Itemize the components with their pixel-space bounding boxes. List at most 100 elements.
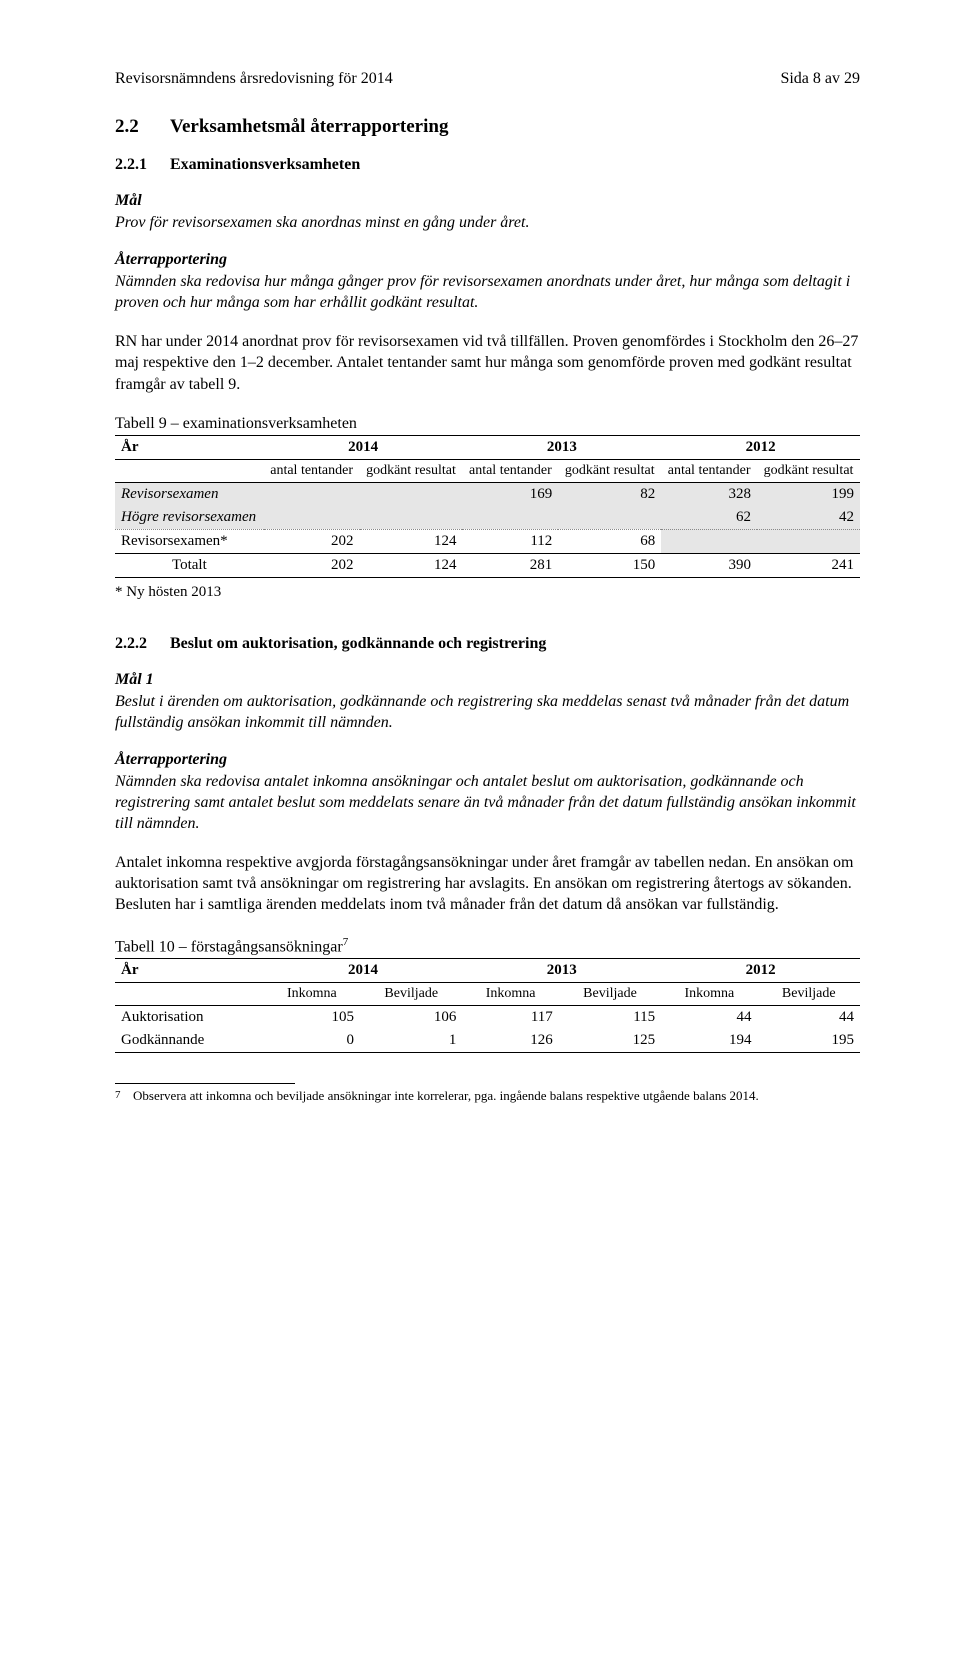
page-header: Revisorsnämndens årsredovisning för 2014… [115,70,860,88]
cell: 124 [360,553,463,577]
ater-label: Återrapportering [115,251,860,269]
cell: 390 [661,553,757,577]
t9-sub-antal-1: antal tentander [264,459,360,482]
cell [360,506,463,530]
ater2-text: Nämnden ska redovisa antalet inkomna ans… [115,771,860,834]
t9-sub-godk-2: godkänt resultat [558,459,661,482]
t9-sub-antal-3: antal tentander [661,459,757,482]
header-right: Sida 8 av 29 [780,70,860,88]
t10-sub-in-2: Inkomna [462,982,558,1005]
t9-subhead-blank [115,459,264,482]
cell: 117 [462,1005,558,1029]
t10-year-2012: 2012 [661,958,860,982]
cell [264,506,360,530]
section-number: 2.2 [115,116,170,138]
cell: 42 [757,506,860,530]
section-title: Verksamhetsmål återrapportering [170,116,448,138]
subsection-number: 2.2.2 [115,635,170,653]
footnote-number: 7 [115,1088,133,1105]
cell: 125 [559,1029,661,1053]
cell: 62 [661,506,757,530]
cell: 169 [462,482,558,506]
t9-sub-antal-2: antal tentander [462,459,558,482]
cell: 202 [264,529,360,553]
t10-sub-bev-3: Beviljade [758,982,860,1005]
table-9-note: * Ny hösten 2013 [115,584,860,601]
t10-auk-label: Auktorisation [115,1005,264,1029]
ater2-label: Återrapportering [115,751,860,769]
t10-head-year-label: År [115,958,264,982]
t10-sub-in-1: Inkomna [264,982,360,1005]
table-10-caption-text: Tabell 10 – förstagångsansökningar [115,938,343,955]
t9-year-2013: 2013 [462,435,661,459]
cell [264,482,360,506]
t9-total-label: Totalt [115,553,264,577]
cell: 150 [558,553,661,577]
t10-god-label: Godkännande [115,1029,264,1053]
section-2-2-1-heading: 2.2.1 Examinationsverksamheten [115,156,860,174]
table-row: Totalt 202 124 281 150 390 241 [115,553,860,577]
cell: 1 [360,1029,462,1053]
cell: 44 [661,1005,757,1029]
t10-year-2013: 2013 [462,958,661,982]
t9-sub-godk-3: godkänt resultat [757,459,860,482]
table-row: Revisorsexamen* 202 124 112 68 [115,529,860,553]
subsection-title: Beslut om auktorisation, godkännande och… [170,635,546,653]
cell: 194 [661,1029,757,1053]
cell: 124 [360,529,463,553]
t10-year-2014: 2014 [264,958,463,982]
mal-text: Prov för revisorsexamen ska anordnas min… [115,212,860,233]
section-2-2-2-heading: 2.2.2 Beslut om auktorisation, godkännan… [115,635,860,653]
t10-sub-bev-2: Beviljade [559,982,661,1005]
header-left: Revisorsnämndens årsredovisning för 2014 [115,70,393,88]
footnote-separator [115,1083,295,1084]
cell: 115 [559,1005,661,1029]
cell: 68 [558,529,661,553]
cell: 112 [462,529,558,553]
cell [462,506,558,530]
t9-year-2014: 2014 [264,435,463,459]
cell [757,529,860,553]
table-9-caption: Tabell 9 – examinationsverksamheten [115,415,860,433]
cell: 126 [462,1029,558,1053]
table-row: Revisorsexamen 169 82 328 199 [115,482,860,506]
t10-sub-in-3: Inkomna [661,982,757,1005]
table-10-caption: Tabell 10 – förstagångsansökningar7 [115,936,860,956]
table-10: År 2014 2013 2012 Inkomna Beviljade Inko… [115,958,860,1053]
body-paragraph-2: Antalet inkomna respektive avgjorda förs… [115,852,860,915]
table-row: Auktorisation 105 106 117 115 44 44 [115,1005,860,1029]
cell: 328 [661,482,757,506]
subsection-title: Examinationsverksamheten [170,156,360,174]
t9-star-label: Revisorsexamen* [115,529,264,553]
cell: 202 [264,553,360,577]
footnote-text: Observera att inkomna och beviljade ansö… [133,1088,759,1105]
table-10-caption-sup: 7 [343,936,349,948]
body-paragraph: RN har under 2014 anordnat prov för revi… [115,331,860,394]
cell: 195 [758,1029,860,1053]
t9-sub-godk-1: godkänt resultat [360,459,463,482]
t9-hog-label: Högre revisorsexamen [115,506,264,530]
table-9: År 2014 2013 2012 antal tentander godkän… [115,435,860,578]
t10-sub-bev-1: Beviljade [360,982,462,1005]
t10-subhead-blank [115,982,264,1005]
table-row: Högre revisorsexamen 62 42 [115,506,860,530]
cell: 0 [264,1029,360,1053]
cell [360,482,463,506]
cell: 82 [558,482,661,506]
cell: 199 [757,482,860,506]
t9-rev-label: Revisorsexamen [115,482,264,506]
cell: 106 [360,1005,462,1029]
footnote: 7 Observera att inkomna och beviljade an… [115,1088,860,1105]
t9-head-year-label: År [115,435,264,459]
table-row: Godkännande 0 1 126 125 194 195 [115,1029,860,1053]
mal1-label: Mål 1 [115,671,860,689]
cell: 281 [462,553,558,577]
cell [558,506,661,530]
t9-year-2012: 2012 [661,435,860,459]
ater-text: Nämnden ska redovisa hur många gånger pr… [115,271,860,313]
cell: 241 [757,553,860,577]
section-2-2-heading: 2.2 Verksamhetsmål återrapportering [115,116,860,138]
mal1-text: Beslut i ärenden om auktorisation, godkä… [115,691,860,733]
cell [661,529,757,553]
subsection-number: 2.2.1 [115,156,170,174]
